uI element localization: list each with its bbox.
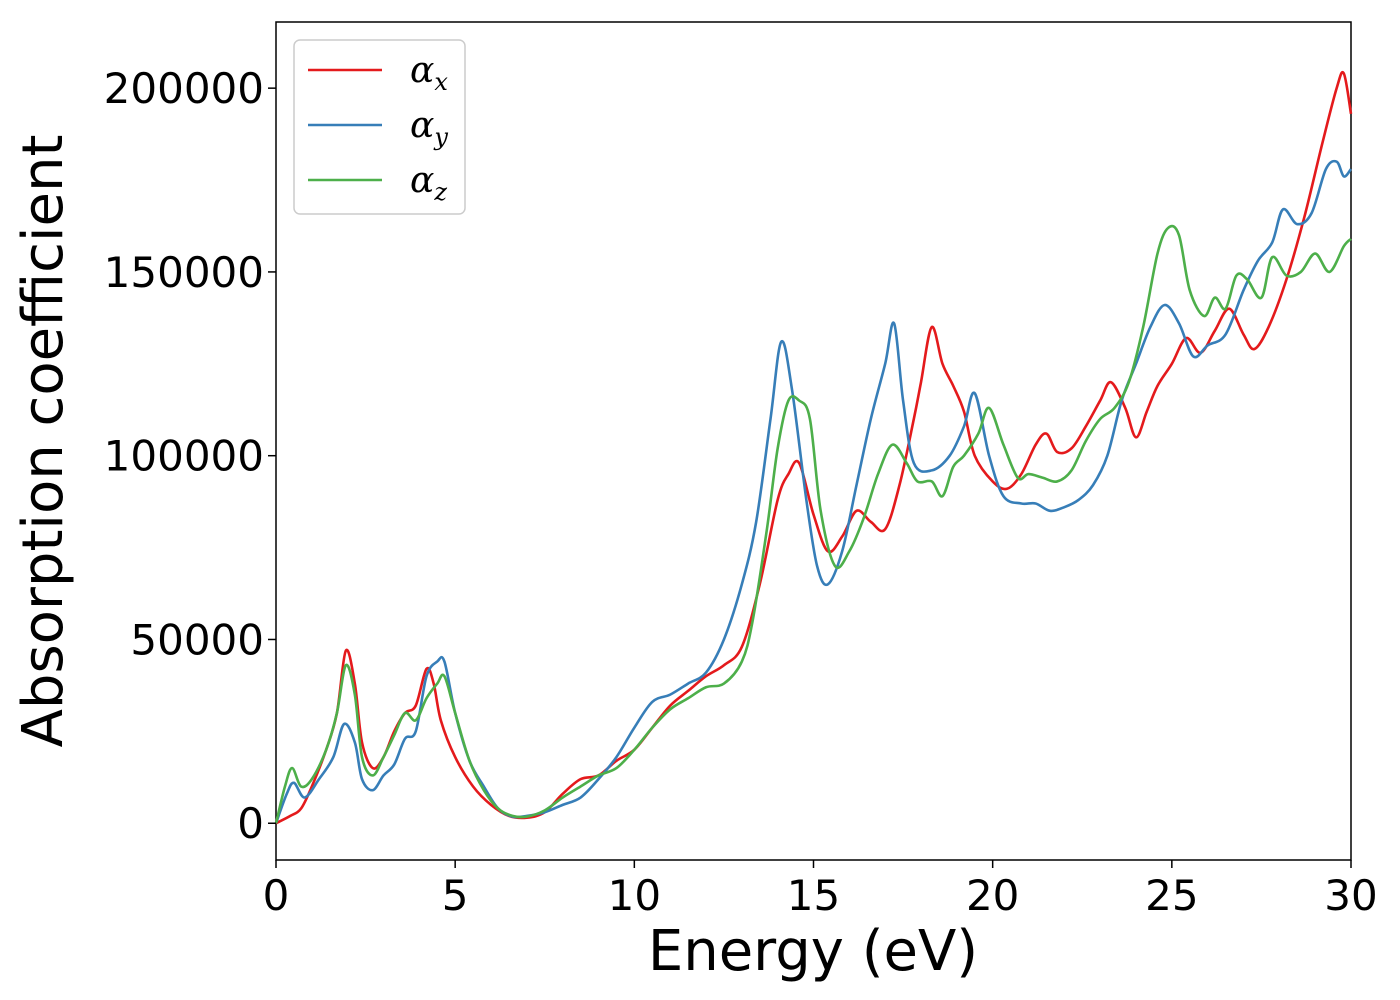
x-axis: 0 5 10 15 20 25 30	[263, 860, 1378, 920]
x-tick-label: 10	[608, 871, 661, 920]
y-tick-label: 50000	[130, 615, 264, 664]
x-tick-label: 15	[787, 871, 840, 920]
x-tick-label: 20	[966, 871, 1019, 920]
y-axis: 0 50000 100000 150000 200000	[104, 64, 276, 848]
y-tick-label: 200000	[104, 64, 264, 113]
y-tick-label: 150000	[104, 248, 264, 297]
legend-label-z: αz	[410, 160, 447, 206]
y-axis-title: Absorption coefficient	[11, 135, 76, 748]
series-line-z	[274, 224, 1352, 824]
legend-items: αx αy αz	[308, 50, 448, 206]
legend-label-y: αy	[410, 105, 448, 151]
y-tick-label: 0	[237, 799, 264, 848]
legend-label-x: αx	[410, 50, 448, 96]
x-tick-label: 30	[1324, 871, 1377, 920]
series-line-y	[274, 159, 1353, 824]
legend: αx αy αz	[293, 39, 466, 215]
x-tick-label: 0	[263, 871, 290, 920]
x-tick-label: 25	[1145, 871, 1198, 920]
series-line-x	[275, 71, 1353, 825]
x-tick-label: 5	[442, 871, 469, 920]
series-layer	[274, 71, 1353, 825]
x-axis-title: Energy (eV)	[648, 919, 978, 984]
legend-box	[293, 39, 466, 215]
y-tick-label: 100000	[104, 432, 264, 481]
